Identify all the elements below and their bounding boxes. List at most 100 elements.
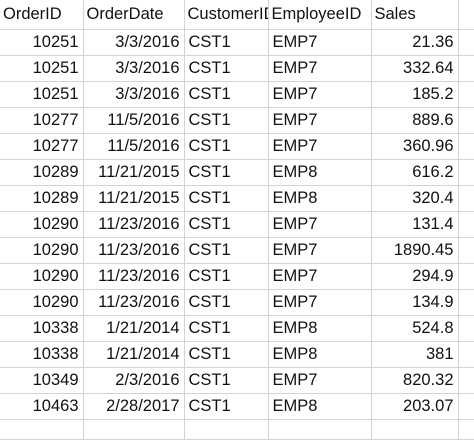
employeeid-cell[interactable]: EMP8 [268, 315, 372, 342]
customerid-cell[interactable]: CST1 [184, 55, 269, 82]
empty-cell[interactable] [184, 419, 269, 440]
customerid-cell[interactable]: CST1 [184, 211, 269, 238]
empty-cell[interactable] [268, 419, 372, 440]
orderdate-cell[interactable]: 3/3/2016 [83, 29, 185, 56]
sales-cell[interactable]: 131.4 [371, 211, 459, 238]
empty-cell[interactable] [458, 315, 474, 342]
orderid-cell[interactable]: 10463 [0, 393, 84, 420]
empty-cell[interactable] [458, 419, 474, 440]
orderid-cell[interactable]: 10338 [0, 315, 84, 342]
orderdate-cell[interactable]: 11/5/2016 [83, 133, 185, 160]
orderid-cell[interactable]: 10290 [0, 289, 84, 316]
orderdate-cell[interactable]: 11/23/2016 [83, 289, 185, 316]
empty-cell[interactable] [458, 107, 474, 134]
customerid-cell[interactable]: CST1 [184, 237, 269, 264]
orderid-cell[interactable]: 10251 [0, 81, 84, 108]
employeeid-cell[interactable]: EMP7 [268, 237, 372, 264]
orderdate-cell[interactable]: 2/28/2017 [83, 393, 185, 420]
header-cell-orderid[interactable]: OrderID [0, 0, 84, 30]
sales-cell[interactable]: 185.2 [371, 81, 459, 108]
customerid-cell[interactable]: CST1 [184, 315, 269, 342]
orderdate-cell[interactable]: 11/21/2015 [83, 185, 185, 212]
header-cell-employeeid[interactable]: EmployeeID [268, 0, 372, 30]
orderdate-cell[interactable]: 11/23/2016 [83, 237, 185, 264]
empty-cell[interactable] [458, 81, 474, 108]
empty-cell[interactable] [371, 419, 459, 440]
orderdate-cell[interactable]: 11/23/2016 [83, 211, 185, 238]
sales-cell[interactable]: 294.9 [371, 263, 459, 290]
employeeid-cell[interactable]: EMP7 [268, 107, 372, 134]
orderdate-cell[interactable]: 3/3/2016 [83, 81, 185, 108]
orderdate-cell[interactable]: 11/21/2015 [83, 159, 185, 186]
orderdate-cell[interactable]: 1/21/2014 [83, 341, 185, 368]
orderid-cell[interactable]: 10251 [0, 55, 84, 82]
customerid-cell[interactable]: CST1 [184, 341, 269, 368]
employeeid-cell[interactable]: EMP8 [268, 341, 372, 368]
orderid-cell[interactable]: 10338 [0, 341, 84, 368]
sales-cell[interactable]: 1890.45 [371, 237, 459, 264]
customerid-cell[interactable]: CST1 [184, 393, 269, 420]
customerid-cell[interactable]: CST1 [184, 81, 269, 108]
sales-cell[interactable]: 381 [371, 341, 459, 368]
orderid-cell[interactable]: 10290 [0, 211, 84, 238]
employeeid-cell[interactable]: EMP7 [268, 289, 372, 316]
employeeid-cell[interactable]: EMP7 [268, 263, 372, 290]
employeeid-cell[interactable]: EMP7 [268, 55, 372, 82]
orderdate-cell[interactable]: 1/21/2014 [83, 315, 185, 342]
empty-cell[interactable] [458, 393, 474, 420]
customerid-cell[interactable]: CST1 [184, 367, 269, 394]
empty-cell[interactable] [458, 341, 474, 368]
sales-cell[interactable]: 820.32 [371, 367, 459, 394]
employeeid-cell[interactable]: EMP8 [268, 185, 372, 212]
sales-cell[interactable]: 332.64 [371, 55, 459, 82]
sales-cell[interactable]: 889.6 [371, 107, 459, 134]
empty-cell[interactable] [458, 211, 474, 238]
sales-cell[interactable]: 360.96 [371, 133, 459, 160]
sales-cell[interactable]: 203.07 [371, 393, 459, 420]
sales-cell[interactable]: 616.2 [371, 159, 459, 186]
employeeid-cell[interactable]: EMP7 [268, 367, 372, 394]
sales-cell[interactable]: 21.36 [371, 29, 459, 56]
empty-cell[interactable] [458, 0, 474, 30]
customerid-cell[interactable]: CST1 [184, 289, 269, 316]
orderid-cell[interactable]: 10277 [0, 107, 84, 134]
header-cell-customerid[interactable]: CustomerID [184, 0, 269, 30]
customerid-cell[interactable]: CST1 [184, 159, 269, 186]
employeeid-cell[interactable]: EMP7 [268, 211, 372, 238]
orderdate-cell[interactable]: 2/3/2016 [83, 367, 185, 394]
employeeid-cell[interactable]: EMP7 [268, 133, 372, 160]
customerid-cell[interactable]: CST1 [184, 29, 269, 56]
orderid-cell[interactable]: 10290 [0, 263, 84, 290]
header-cell-orderdate[interactable]: OrderDate [83, 0, 185, 30]
empty-cell[interactable] [458, 367, 474, 394]
orderdate-cell[interactable]: 3/3/2016 [83, 55, 185, 82]
empty-cell[interactable] [0, 419, 84, 440]
sales-cell[interactable]: 320.4 [371, 185, 459, 212]
header-cell-sales[interactable]: Sales [371, 0, 459, 30]
orderid-cell[interactable]: 10349 [0, 367, 84, 394]
employeeid-cell[interactable]: EMP7 [268, 81, 372, 108]
orderid-cell[interactable]: 10289 [0, 185, 84, 212]
empty-cell[interactable] [83, 419, 185, 440]
orderid-cell[interactable]: 10289 [0, 159, 84, 186]
customerid-cell[interactable]: CST1 [184, 185, 269, 212]
employeeid-cell[interactable]: EMP8 [268, 159, 372, 186]
customerid-cell[interactable]: CST1 [184, 263, 269, 290]
empty-cell[interactable] [458, 55, 474, 82]
employeeid-cell[interactable]: EMP8 [268, 393, 372, 420]
empty-cell[interactable] [458, 133, 474, 160]
empty-cell[interactable] [458, 263, 474, 290]
empty-cell[interactable] [458, 289, 474, 316]
empty-cell[interactable] [458, 185, 474, 212]
orderid-cell[interactable]: 10251 [0, 29, 84, 56]
customerid-cell[interactable]: CST1 [184, 107, 269, 134]
orderdate-cell[interactable]: 11/5/2016 [83, 107, 185, 134]
employeeid-cell[interactable]: EMP7 [268, 29, 372, 56]
orderid-cell[interactable]: 10277 [0, 133, 84, 160]
orderid-cell[interactable]: 10290 [0, 237, 84, 264]
orderdate-cell[interactable]: 11/23/2016 [83, 263, 185, 290]
empty-cell[interactable] [458, 29, 474, 56]
customerid-cell[interactable]: CST1 [184, 133, 269, 160]
empty-cell[interactable] [458, 159, 474, 186]
sales-cell[interactable]: 134.9 [371, 289, 459, 316]
